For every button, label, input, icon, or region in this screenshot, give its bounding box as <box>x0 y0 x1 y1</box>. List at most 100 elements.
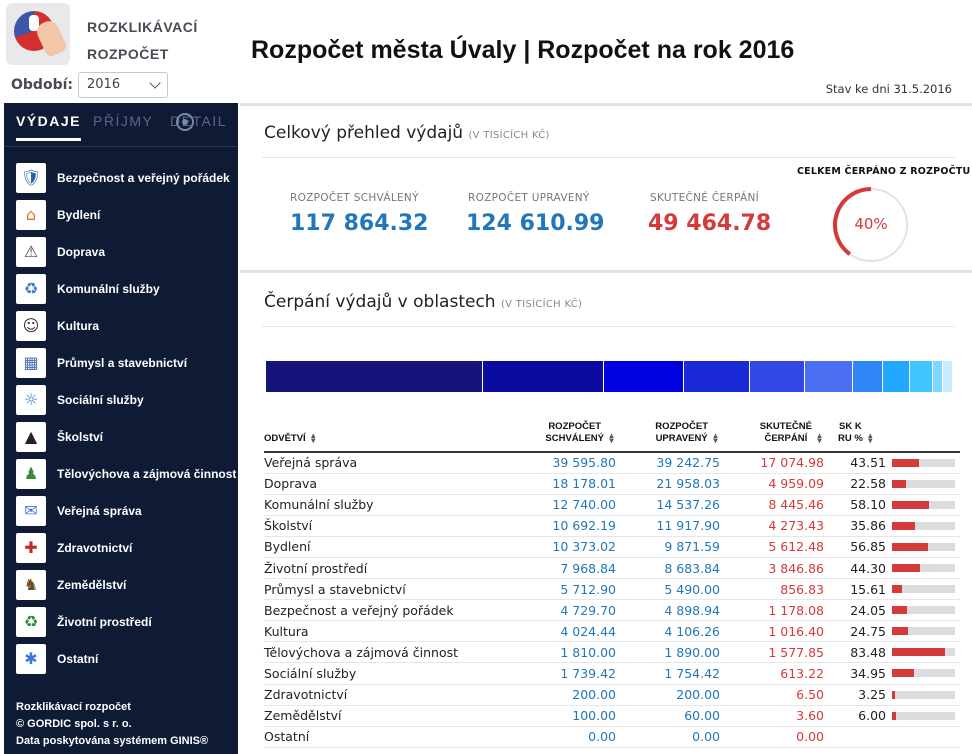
sidebar-item-0[interactable]: 🛡 Bezpečnost a veřejný pořádek <box>4 159 238 196</box>
sidebar-item-3[interactable]: ♻ Komunální služby <box>4 270 238 307</box>
sort-icon[interactable]: ▴ ▾ <box>609 431 614 446</box>
sidebar-item-12[interactable]: ♻ Životní prostředí <box>4 603 238 640</box>
tab-prijmy[interactable]: PŘÍJMY <box>93 113 154 129</box>
col-header-adjusted[interactable]: ROZPOČET UPRAVENÝ ▴ ▾ <box>618 420 722 453</box>
progress-fill <box>892 479 907 488</box>
table-row[interactable]: Zdravotnictví 200.00 200.00 6.50 3.25 <box>264 684 960 706</box>
progress-bar <box>892 542 955 551</box>
stack-segment[interactable] <box>943 361 953 392</box>
stack-segment[interactable] <box>604 361 685 392</box>
sidebar-item-11[interactable]: ♞ Zemědělství <box>4 566 238 603</box>
row-actual: 1 016.40 <box>722 620 826 643</box>
sidebar-item-label: Sociální služby <box>57 392 144 407</box>
table-row[interactable]: Komunální služby 12 740.00 14 537.26 8 445.… <box>264 494 960 516</box>
table-row[interactable]: Školství 10 692.19 11 917.90 4 273.43 35.86 <box>264 515 960 537</box>
stack-segment[interactable] <box>266 361 483 392</box>
row-pct: 3.25 <box>826 684 888 706</box>
table-row[interactable]: Tělovýchova a zájmová činnost 1 810.00 1 8… <box>264 641 960 664</box>
col-header-name[interactable]: ODVĚTVÍ ▴ ▾ <box>264 420 514 453</box>
progress-fill <box>892 585 902 594</box>
stack-segment[interactable] <box>750 361 805 392</box>
sidebar-item-7[interactable]: ▲ Školství <box>4 418 238 455</box>
sidebar-item-label: Zemědělství <box>57 577 127 592</box>
area-stacked-bar[interactable] <box>266 361 956 392</box>
period-label: Období: <box>11 77 73 93</box>
sidebar-item-8[interactable]: ♟ Tělovýchova a zájmová činnost <box>4 455 238 492</box>
row-approved: 5 712.90 <box>514 578 618 601</box>
as-of-date: Stav ke dni 31.5.2016 <box>825 82 952 96</box>
divider <box>240 270 972 273</box>
row-pct: 43.51 <box>826 452 888 474</box>
municipal-icon: ♻ <box>16 273 46 304</box>
stack-segment[interactable] <box>883 361 911 392</box>
row-adjusted: 8 683.84 <box>618 557 722 580</box>
table-row[interactable]: Kultura 4 024.44 4 106.26 1 016.40 24.75 <box>264 620 960 643</box>
sidebar-item-4[interactable]: ☺ Kultura <box>4 307 238 344</box>
col-header-pct[interactable]: SK K RU % ▴ ▾ <box>826 420 888 453</box>
row-approved: 7 968.84 <box>514 557 618 580</box>
sidebar-item-9[interactable]: ✉ Veřejná správa <box>4 492 238 529</box>
sidebar-footer: Rozklikávací rozpočet © GORDIC spol. s r… <box>16 701 209 747</box>
table-row[interactable]: Sociální služby 1 739.42 1 754.42 613.22 34.… <box>264 662 960 685</box>
sort-icon[interactable]: ▴ ▾ <box>713 431 718 446</box>
col-header-actual[interactable]: SKUTEČNÉ ČERPÁNÍ ▴ ▾ <box>722 420 826 453</box>
table-row[interactable]: Doprava 18 178.01 21 958.03 4 959.09 22.58 <box>264 473 960 495</box>
sidebar-item-5[interactable]: ▦ Průmysl a stavebnictví <box>4 344 238 381</box>
sidebar-item-10[interactable]: ✚ Zdravotnictví <box>4 529 238 566</box>
sidebar-item-2[interactable]: ⚠ Doprava <box>4 233 238 270</box>
app-logo[interactable] <box>6 3 70 65</box>
table-row[interactable]: Životní prostředí 7 968.84 8 683.84 3 846.8… <box>264 557 960 580</box>
row-actual: 8 445.46 <box>722 494 826 516</box>
table-row[interactable]: Veřejná správa 39 595.80 39 242.75 17 074.9… <box>264 452 960 474</box>
gauge-arc <box>833 187 872 256</box>
sidebar-item-1[interactable]: ⌂ Bydlení <box>4 196 238 233</box>
progress-fill <box>892 648 945 657</box>
stack-segment[interactable] <box>804 361 853 392</box>
sort-icon[interactable]: ▴ ▾ <box>868 431 873 446</box>
stack-segment[interactable] <box>952 361 955 392</box>
sidebar-item-label: Bydlení <box>57 207 101 222</box>
row-pct: 6.00 <box>826 705 888 727</box>
health-icon: ✚ <box>16 532 46 563</box>
table-row[interactable]: Bezpečnost a veřejný pořádek 4 729.70 4 89… <box>264 599 960 622</box>
row-approved: 200.00 <box>514 684 618 706</box>
sidebar-item-13[interactable]: ✱ Ostatní <box>4 640 238 677</box>
divider <box>262 157 955 158</box>
sidebar: VÝDAJE PŘÍJMY DETAIL 🛡 Bezpečnost a veřej… <box>4 103 238 754</box>
target-icon[interactable] <box>176 113 194 131</box>
sidebar-item-6[interactable]: ☼ Sociální služby <box>4 381 238 418</box>
row-name: Zemědělství <box>264 705 514 727</box>
stack-segment[interactable] <box>852 361 884 392</box>
stack-segment[interactable] <box>910 361 933 392</box>
col-header-approved[interactable]: ROZPOČET SCHVÁLENÝ ▴ ▾ <box>514 420 618 453</box>
row-adjusted: 9 871.59 <box>618 536 722 558</box>
divider <box>262 326 955 327</box>
sort-icon[interactable]: ▴ ▾ <box>311 431 316 446</box>
row-actual: 856.83 <box>722 578 826 601</box>
stack-segment[interactable] <box>932 361 944 392</box>
traffic-light-icon: ⚠ <box>16 236 46 267</box>
progress-bar <box>892 648 955 657</box>
cow-icon: ♞ <box>16 569 46 600</box>
table-row[interactable]: Ostatní 0.00 0.00 0.00 <box>264 726 960 748</box>
progress-fill <box>892 711 896 720</box>
sort-icon[interactable]: ▴ ▾ <box>817 431 822 446</box>
stack-segment[interactable] <box>684 361 751 392</box>
progress-fill <box>892 521 915 530</box>
table-row[interactable]: Bydlení 10 373.02 9 871.59 5 612.48 56.85 <box>264 536 960 558</box>
areas-table: ODVĚTVÍ ▴ ▾ ROZPOČET SCHVÁLENÝ ▴ ▾ ROZPOČET UP… <box>264 420 960 748</box>
table-row[interactable]: Zemědělství 100.00 60.00 3.60 6.00 <box>264 705 960 727</box>
period-select[interactable]: 2016 <box>78 72 168 98</box>
row-actual: 1 178.08 <box>722 599 826 622</box>
sidebar-item-label: Komunální služby <box>57 281 160 296</box>
stack-segment[interactable] <box>482 361 605 392</box>
sidebar-item-label: Školství <box>57 429 104 444</box>
table-row[interactable]: Průmysl a stavebnictví 5 712.90 5 490.00 85… <box>264 578 960 601</box>
page-title: Rozpočet města Úvaly | Rozpočet na rok 2… <box>251 36 795 64</box>
tab-vydaje[interactable]: VÝDAJE <box>16 113 82 141</box>
row-approved: 4 729.70 <box>514 599 618 622</box>
sidebar-item-label: Doprava <box>57 244 106 259</box>
progress-bar <box>892 564 955 573</box>
social-icon: ☼ <box>16 384 46 415</box>
stack-segment[interactable] <box>954 361 956 392</box>
